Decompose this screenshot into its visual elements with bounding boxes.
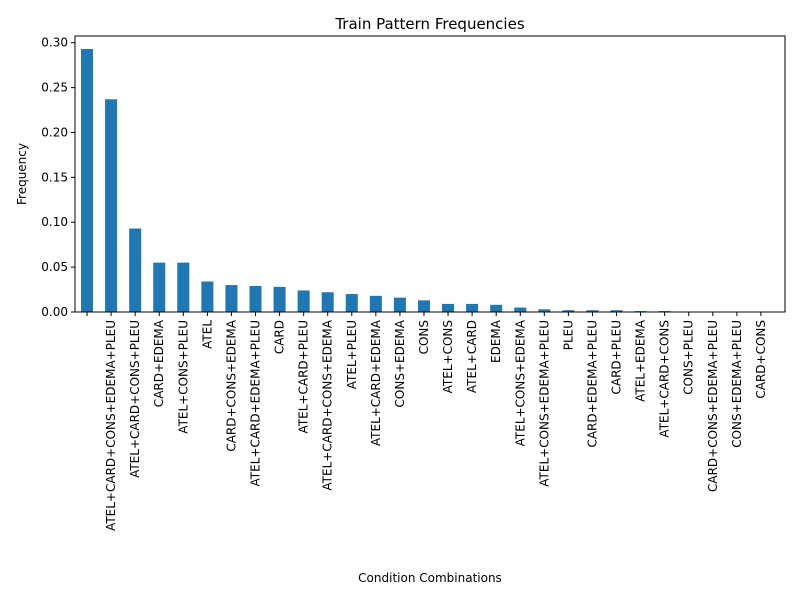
x-tick-label-10: ATEL+CARD+CONS+EDEMA [321, 319, 335, 490]
x-tick-label-8: CARD [273, 320, 287, 354]
bar-16 [466, 303, 479, 312]
bar-18 [514, 307, 527, 312]
bar-17 [490, 304, 503, 312]
bars-group [81, 49, 767, 312]
x-tick-label-23: ATEL+EDEMA [634, 319, 648, 402]
x-tick-label-3: CARD+EDEMA [152, 319, 166, 407]
bar-2 [129, 228, 142, 312]
x-axis-label: Condition Combinations [358, 571, 502, 585]
y-axis: 0.00 0.05 0.10 0.15 0.20 0.25 0.30 [41, 36, 75, 319]
x-tick-label-1: ATEL+CARD+CONS+EDEMA+PLEU [104, 320, 118, 531]
bar-14 [417, 300, 430, 312]
y-axis-label: Frequency [15, 143, 29, 205]
x-tick-label-18: ATEL+CONS+EDEMA [513, 319, 527, 446]
y-tick-label-5: 0.25 [41, 81, 68, 95]
x-tick-label-16: ATEL+CARD [465, 320, 479, 393]
bar-5 [201, 281, 214, 312]
bar-3 [153, 262, 166, 312]
bar-19 [538, 309, 551, 312]
x-tick-label-27: CONS+EDEMA+PLEU [730, 320, 744, 448]
x-tick-label-17: EDEMA [489, 319, 503, 363]
x-tick-label-15: ATEL+CONS [441, 320, 455, 393]
x-tick-label-11: ATEL+PLEU [345, 320, 359, 389]
x-tick-label-14: CONS [417, 320, 431, 354]
x-tick-label-12: ATEL+CARD+EDEMA [369, 319, 383, 446]
x-tick-label-7: ATEL+CARD+EDEMA+PLEU [249, 320, 263, 486]
chart-title: Train Pattern Frequencies [334, 15, 525, 33]
y-tick-label-2: 0.10 [41, 215, 68, 229]
bar-10 [321, 292, 334, 312]
bar-1 [105, 99, 118, 312]
bar-21 [586, 310, 599, 312]
x-tick-label-20: PLEU [561, 320, 575, 350]
bar-4 [177, 262, 190, 312]
x-tick-label-22: CARD+PLEU [610, 320, 624, 395]
x-tick-label-6: CARD+CONS+EDEMA [224, 319, 238, 451]
x-tick-label-2: ATEL+CARD+CONS+PLEU [128, 320, 142, 478]
x-tick-label-25: CONS+PLEU [682, 320, 696, 395]
bar-15 [442, 303, 455, 312]
plot-frame [74, 35, 786, 313]
bar-7 [249, 285, 262, 312]
x-tick-label-13: CONS+EDEMA [393, 319, 407, 407]
x-tick-label-21: CARD+EDEMA+PLEU [585, 320, 599, 448]
bar-11 [345, 294, 358, 312]
bar-8 [273, 286, 286, 312]
x-axis: ATEL+CARD+CONS+EDEMA+PLEU ATEL+CARD+CONS+… [86, 312, 768, 531]
x-tick-label-26: CARD+CONS+EDEMA+PLEU [706, 320, 720, 492]
y-tick-label-1: 0.05 [41, 260, 68, 274]
bar-0 [81, 49, 94, 312]
x-tick-label-9: ATEL+CARD+PLEU [297, 320, 311, 433]
x-tick-label-19: ATEL+CONS+EDEMA+PLEU [537, 320, 551, 487]
x-tick-label-28: CARD+CONS [754, 320, 768, 399]
y-tick-label-6: 0.30 [41, 36, 68, 50]
y-tick-label-0: 0.00 [41, 305, 68, 319]
y-tick-label-4: 0.20 [41, 125, 68, 139]
bar-22 [610, 310, 623, 312]
bar-13 [393, 297, 406, 312]
bar-12 [369, 295, 382, 312]
x-tick-label-4: ATEL+CONS+PLEU [176, 320, 190, 434]
x-tick-label-24: ATEL+CARD+CONS [658, 320, 672, 438]
bar-9 [297, 290, 310, 312]
bar-20 [562, 310, 575, 312]
bar-6 [225, 285, 238, 312]
y-tick-label-3: 0.15 [41, 170, 68, 184]
x-tick-label-5: ATEL [200, 320, 214, 349]
